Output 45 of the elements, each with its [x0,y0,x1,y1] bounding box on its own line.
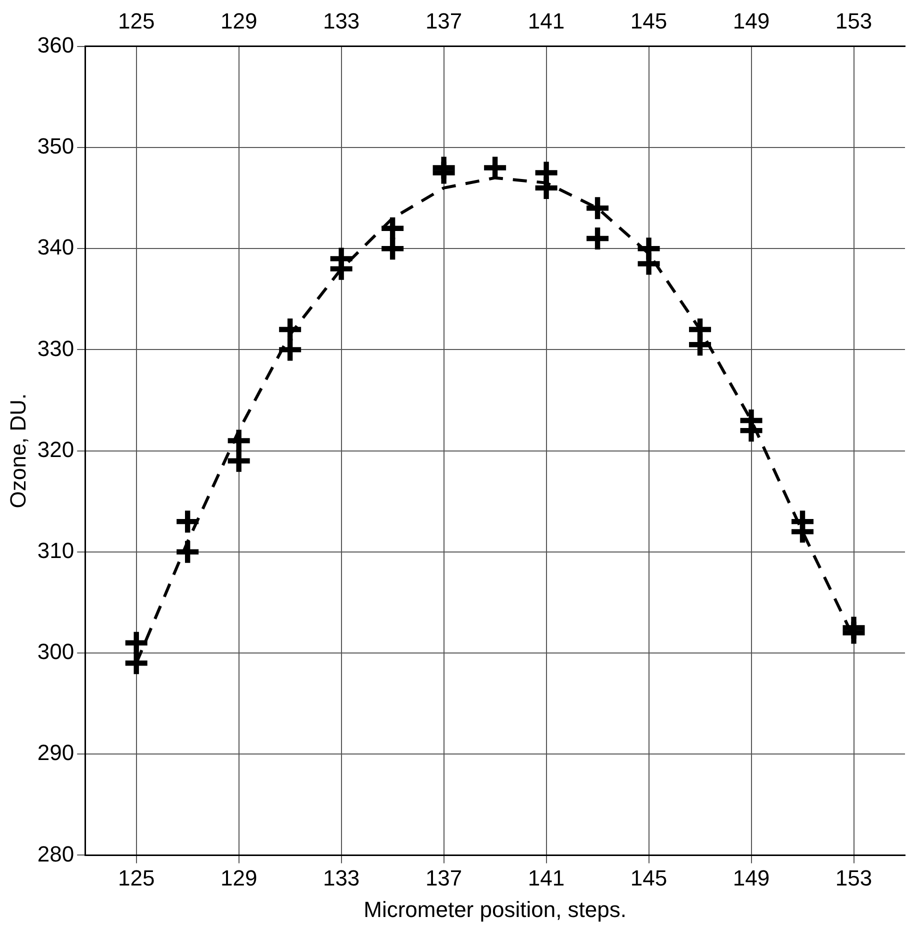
point [279,338,302,361]
y-tick-label: 320 [37,436,74,462]
point [125,652,148,674]
point [176,540,199,563]
x2-tick-label: 145 [630,8,668,34]
x2-tick-label: 125 [118,8,155,34]
x2-tick-label: 137 [425,8,462,34]
point [176,510,199,533]
y-tick-label: 350 [37,134,74,159]
x-tick-label: 141 [528,865,565,890]
x2-tick-label: 153 [835,8,872,34]
y-axis-title: Ozone, DU. [5,393,30,508]
point [638,252,660,275]
x-tick-label: 137 [425,865,462,890]
point [842,622,865,644]
x-tick-label: 133 [322,865,360,890]
x2-tick-label: 133 [322,8,360,34]
y-tick-label: 300 [37,639,74,664]
y-tick-label: 360 [37,32,74,58]
y-tick-label: 280 [37,841,74,866]
point [382,238,404,260]
point [586,227,609,250]
x-tick-label: 145 [630,865,668,890]
point [586,197,609,220]
y-tick-label: 340 [37,234,74,260]
x2-tick-label: 149 [732,8,770,34]
x2-tick-label: 129 [220,8,258,34]
x-axis-title: Micrometer position, steps. [364,896,626,922]
point [228,430,250,452]
point [535,176,558,199]
x2-tick-label: 141 [528,8,565,34]
point [484,156,506,179]
point [228,450,250,472]
point [125,632,148,654]
y-tick-label: 310 [37,538,74,563]
x-tick-label: 125 [118,865,155,890]
point [432,162,455,184]
point [382,217,404,240]
x-tick-label: 153 [835,865,872,890]
y-tick-label: 290 [37,740,74,766]
x-tick-label: 129 [220,865,258,890]
y-tick-label: 330 [37,336,74,361]
point [689,334,712,356]
point [279,318,302,340]
x-tick-label: 149 [732,865,770,890]
